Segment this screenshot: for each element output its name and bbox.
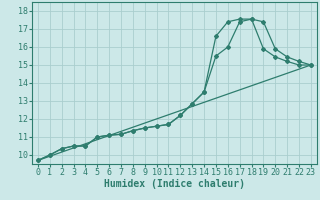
X-axis label: Humidex (Indice chaleur): Humidex (Indice chaleur) — [104, 179, 245, 189]
